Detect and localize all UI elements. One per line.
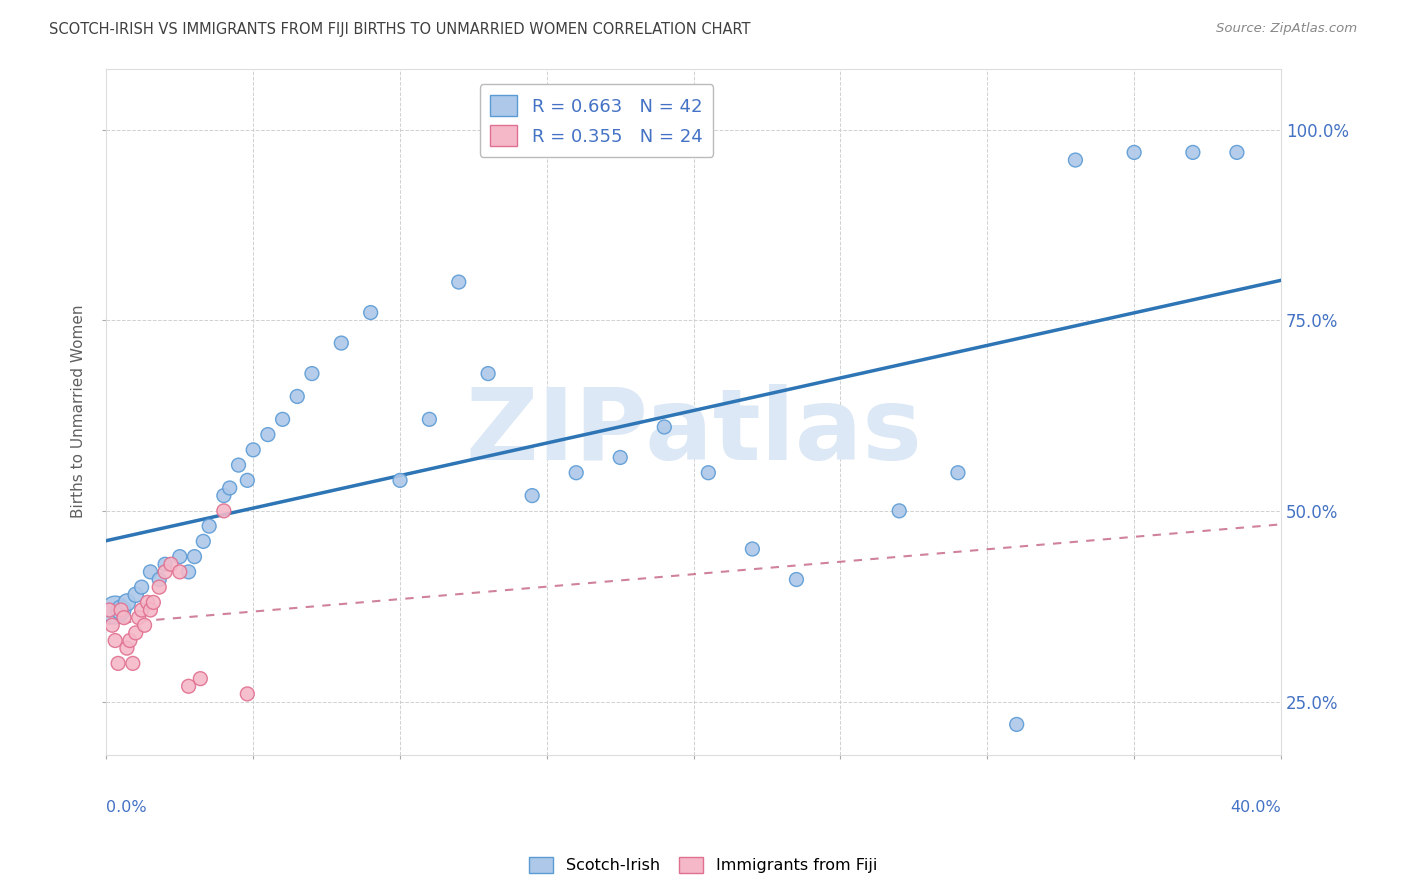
Point — [115, 641, 138, 656]
Point — [148, 573, 170, 587]
Point — [330, 336, 353, 351]
Point — [101, 618, 124, 632]
Point — [98, 603, 121, 617]
Point — [139, 565, 162, 579]
Point — [136, 595, 159, 609]
Point — [652, 420, 675, 434]
Point — [1005, 717, 1028, 731]
Point — [134, 618, 156, 632]
Point — [1064, 153, 1087, 167]
Point — [183, 549, 205, 564]
Point — [946, 466, 969, 480]
Point — [177, 565, 200, 579]
Point — [110, 603, 132, 617]
Point — [142, 595, 165, 609]
Point — [257, 427, 280, 442]
Point — [418, 412, 440, 426]
Text: ZIPatlas: ZIPatlas — [465, 384, 922, 481]
Point — [153, 565, 176, 579]
Point — [212, 489, 235, 503]
Text: SCOTCH-IRISH VS IMMIGRANTS FROM FIJI BIRTHS TO UNMARRIED WOMEN CORRELATION CHART: SCOTCH-IRISH VS IMMIGRANTS FROM FIJI BIR… — [49, 22, 751, 37]
Point — [1226, 145, 1249, 160]
Point — [520, 489, 543, 503]
Text: 40.0%: 40.0% — [1230, 799, 1281, 814]
Point — [118, 633, 141, 648]
Point — [271, 412, 294, 426]
Point — [301, 367, 323, 381]
Text: Source: ZipAtlas.com: Source: ZipAtlas.com — [1216, 22, 1357, 36]
Point — [285, 389, 308, 403]
Point — [212, 504, 235, 518]
Point — [697, 466, 720, 480]
Point — [125, 588, 148, 602]
Point — [131, 580, 153, 594]
Point — [741, 541, 763, 556]
Point — [609, 450, 631, 465]
Point — [121, 657, 143, 671]
Point — [477, 367, 499, 381]
Point — [169, 549, 191, 564]
Point — [785, 573, 807, 587]
Point — [1123, 145, 1146, 160]
Point — [110, 603, 132, 617]
Point — [104, 633, 127, 648]
Point — [139, 603, 162, 617]
Point — [153, 558, 176, 572]
Point — [128, 610, 150, 624]
Point — [360, 305, 382, 319]
Legend: R = 0.663   N = 42, R = 0.355   N = 24: R = 0.663 N = 42, R = 0.355 N = 24 — [479, 85, 713, 157]
Point — [218, 481, 240, 495]
Text: 0.0%: 0.0% — [107, 799, 148, 814]
Point — [447, 275, 470, 289]
Point — [125, 626, 148, 640]
Point — [131, 603, 153, 617]
Point — [236, 474, 259, 488]
Legend: Scotch-Irish, Immigrants from Fiji: Scotch-Irish, Immigrants from Fiji — [523, 850, 883, 880]
Point — [115, 595, 138, 609]
Point — [1181, 145, 1204, 160]
Point — [104, 603, 127, 617]
Point — [177, 679, 200, 693]
Point — [169, 565, 191, 579]
Point — [193, 534, 215, 549]
Point — [188, 672, 211, 686]
Point — [148, 580, 170, 594]
Point — [228, 458, 250, 472]
Point — [242, 442, 264, 457]
Point — [107, 657, 129, 671]
Point — [112, 610, 135, 624]
Point — [160, 558, 183, 572]
Point — [198, 519, 221, 533]
Y-axis label: Births to Unmarried Women: Births to Unmarried Women — [72, 305, 86, 518]
Point — [565, 466, 588, 480]
Point — [389, 474, 412, 488]
Point — [889, 504, 911, 518]
Point — [236, 687, 259, 701]
